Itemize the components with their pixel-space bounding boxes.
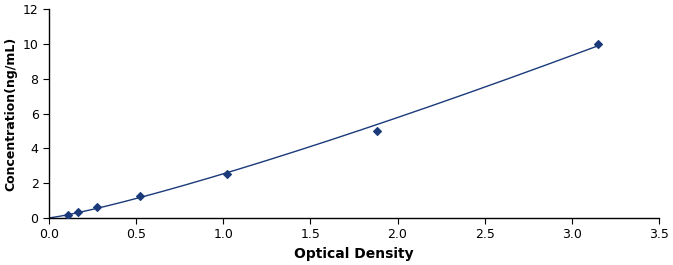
X-axis label: Optical Density: Optical Density xyxy=(294,247,414,261)
Y-axis label: Concentration(ng/mL): Concentration(ng/mL) xyxy=(4,36,17,191)
